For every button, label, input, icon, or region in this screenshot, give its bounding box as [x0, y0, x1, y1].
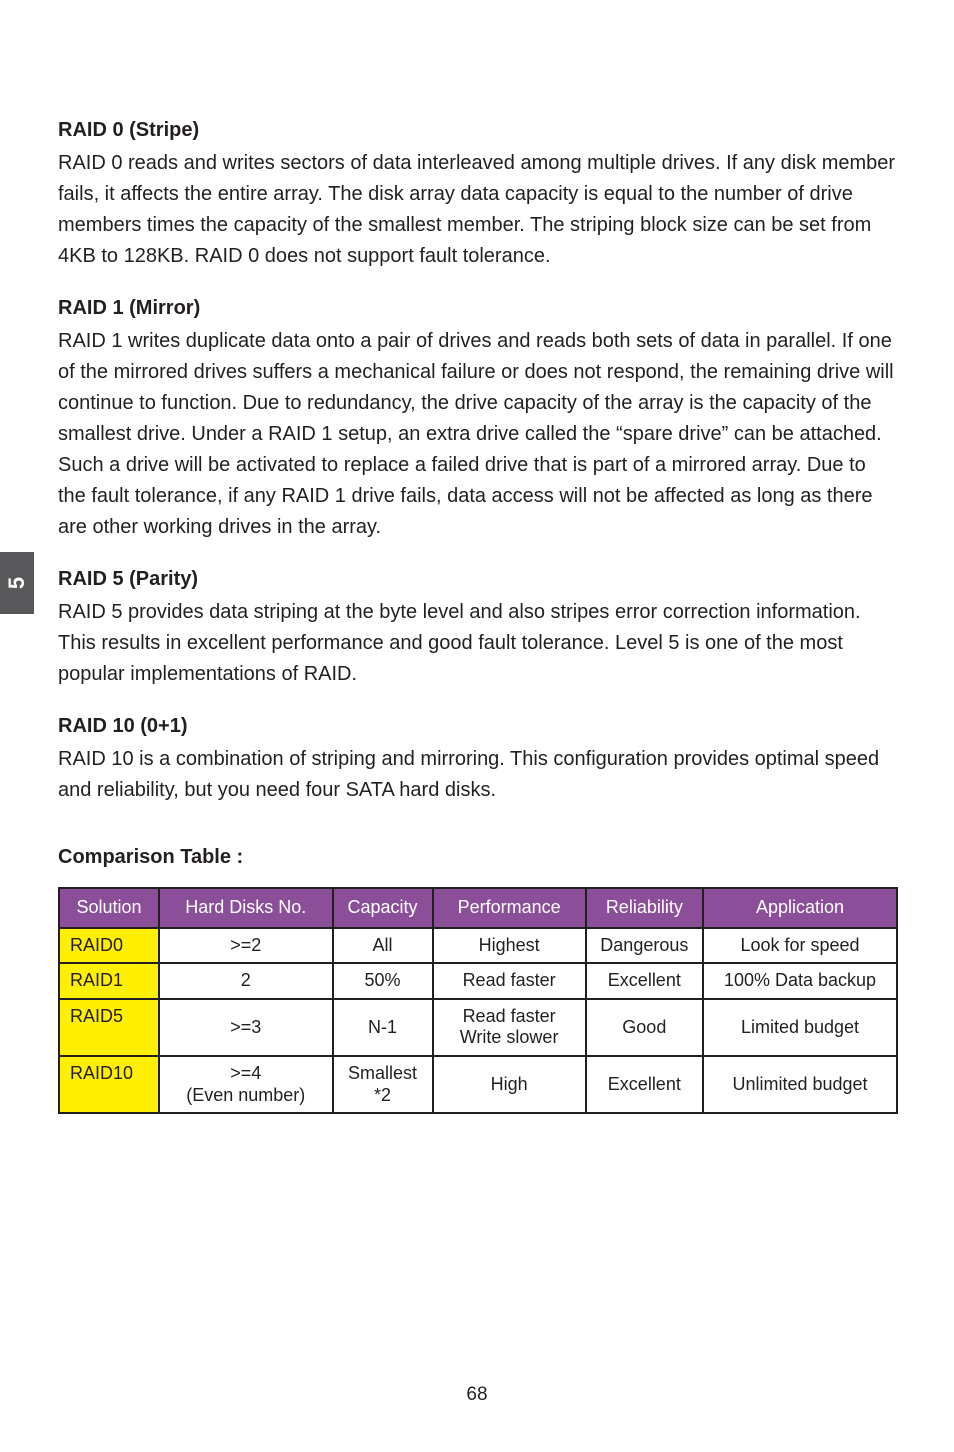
cell-rel: Good — [586, 999, 703, 1056]
cell-perf: High — [433, 1056, 586, 1113]
comparison-table-label: Comparison Table : — [58, 846, 898, 869]
paragraph: RAID 0 reads and writes sectors of data … — [58, 148, 898, 272]
cell-hd: 2 — [159, 963, 333, 999]
section-raid5: RAID 5 (Parity) RAID 5 provides data str… — [58, 565, 898, 690]
cell-solution: RAID5 — [59, 999, 159, 1056]
cell-cap: All — [333, 928, 433, 964]
cell-cap: 50% — [333, 963, 433, 999]
cell-app: 100% Data backup — [703, 963, 897, 999]
col-application: Application — [703, 888, 897, 928]
page-content: RAID 0 (Stripe) RAID 0 reads and writes … — [58, 116, 898, 1114]
cell-hd: >=4(Even number) — [159, 1056, 333, 1113]
paragraph: RAID 10 is a combination of striping and… — [58, 744, 898, 806]
heading: RAID 0 (Stripe) — [58, 116, 898, 144]
section-raid10: RAID 10 (0+1) RAID 10 is a combination o… — [58, 712, 898, 806]
cell-perf: Highest — [433, 928, 586, 964]
table-row: RAID1 2 50% Read faster Excellent 100% D… — [59, 963, 897, 999]
cell-rel: Excellent — [586, 1056, 703, 1113]
section-raid0: RAID 0 (Stripe) RAID 0 reads and writes … — [58, 116, 898, 272]
cell-rel: Dangerous — [586, 928, 703, 964]
chapter-tab: 5 — [0, 552, 34, 614]
cell-solution: RAID10 — [59, 1056, 159, 1113]
col-reliability: Reliability — [586, 888, 703, 928]
col-solution: Solution — [59, 888, 159, 928]
table-header-row: Solution Hard Disks No. Capacity Perform… — [59, 888, 897, 928]
page-number: 68 — [0, 1384, 954, 1406]
paragraph: RAID 5 provides data striping at the byt… — [58, 597, 898, 690]
cell-app: Unlimited budget — [703, 1056, 897, 1113]
cell-perf: Read fasterWrite slower — [433, 999, 586, 1056]
cell-app: Look for speed — [703, 928, 897, 964]
cell-perf: Read faster — [433, 963, 586, 999]
cell-cap: Smallest*2 — [333, 1056, 433, 1113]
cell-solution: RAID0 — [59, 928, 159, 964]
chapter-number: 5 — [4, 577, 30, 589]
cell-hd: >=2 — [159, 928, 333, 964]
cell-rel: Excellent — [586, 963, 703, 999]
section-raid1: RAID 1 (Mirror) RAID 1 writes duplicate … — [58, 294, 898, 543]
heading: RAID 1 (Mirror) — [58, 294, 898, 322]
table-row: RAID0 >=2 All Highest Dangerous Look for… — [59, 928, 897, 964]
heading: RAID 10 (0+1) — [58, 712, 898, 740]
table-row: RAID10 >=4(Even number) Smallest*2 High … — [59, 1056, 897, 1113]
col-capacity: Capacity — [333, 888, 433, 928]
cell-cap: N-1 — [333, 999, 433, 1056]
paragraph: RAID 1 writes duplicate data onto a pair… — [58, 326, 898, 543]
comparison-table: Solution Hard Disks No. Capacity Perform… — [58, 887, 898, 1114]
cell-app: Limited budget — [703, 999, 897, 1056]
col-harddisks: Hard Disks No. — [159, 888, 333, 928]
heading: RAID 5 (Parity) — [58, 565, 898, 593]
table-row: RAID5 >=3 N-1 Read fasterWrite slower Go… — [59, 999, 897, 1056]
cell-solution: RAID1 — [59, 963, 159, 999]
col-performance: Performance — [433, 888, 586, 928]
cell-hd: >=3 — [159, 999, 333, 1056]
